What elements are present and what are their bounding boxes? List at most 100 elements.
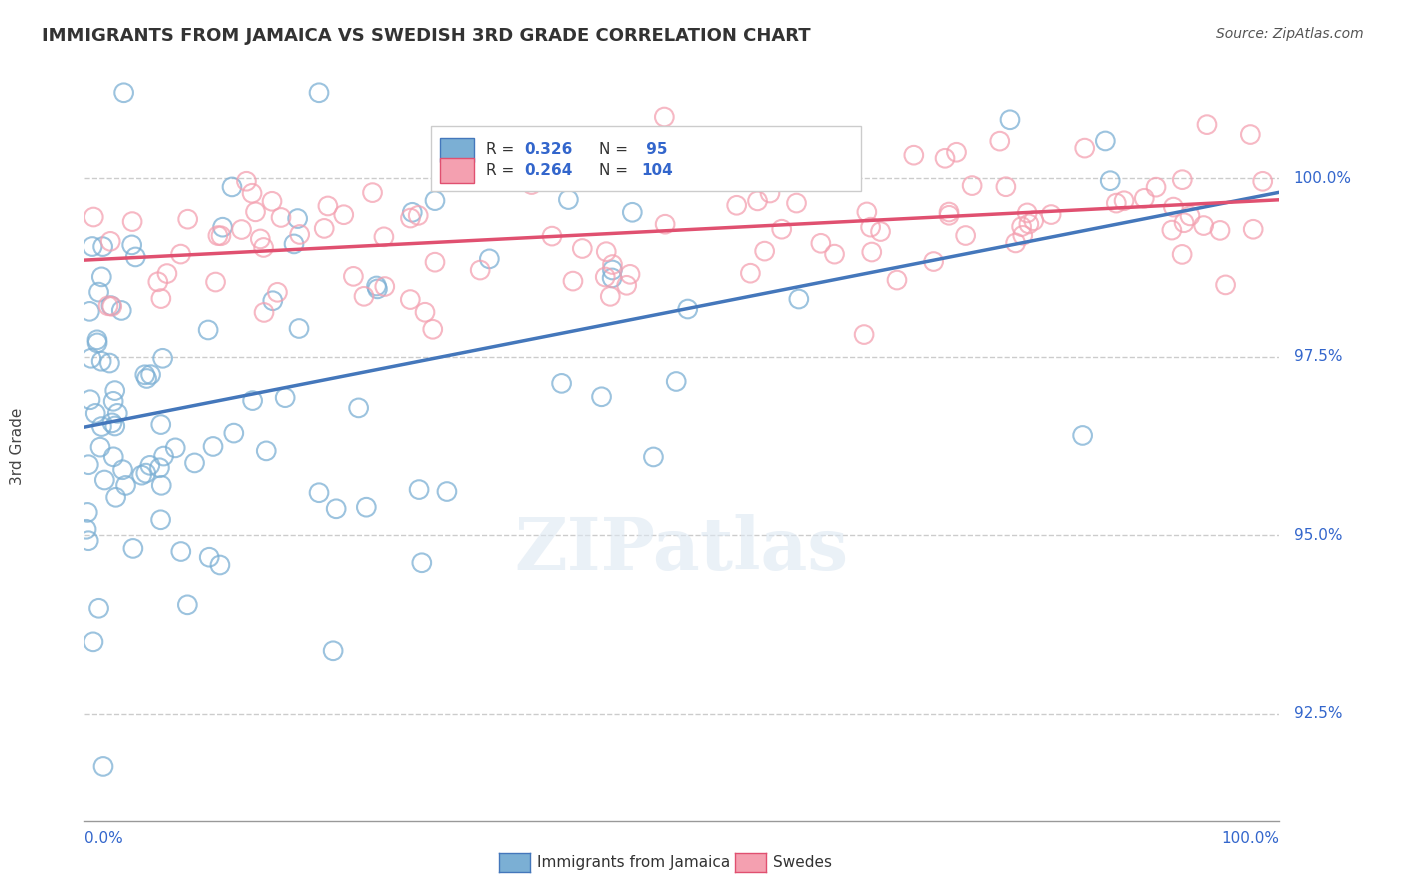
Point [262, 293, 284, 308]
Point [121, 214, 143, 228]
Point [413, 305, 436, 319]
Point [422, 322, 444, 336]
Point [332, 208, 354, 222]
Point [599, 289, 621, 303]
Point [903, 148, 925, 162]
Point [80, 351, 103, 366]
Point [571, 242, 593, 256]
Point [1195, 118, 1218, 132]
Point [373, 229, 395, 244]
Point [169, 247, 191, 261]
Point [1022, 213, 1045, 227]
Point [93, 473, 115, 487]
Point [643, 450, 665, 464]
Text: IMMIGRANTS FROM JAMAICA VS SWEDISH 3RD GRADE CORRELATION CHART: IMMIGRANTS FROM JAMAICA VS SWEDISH 3RD G… [42, 27, 811, 45]
Point [616, 278, 638, 293]
Point [988, 134, 1011, 148]
Text: 100.0%: 100.0% [1294, 171, 1351, 186]
Point [288, 227, 311, 242]
Point [1105, 196, 1128, 211]
Point [150, 478, 173, 492]
Point [242, 393, 264, 408]
Point [221, 180, 243, 194]
Point [1163, 200, 1185, 214]
Point [366, 279, 388, 293]
Point [342, 269, 364, 284]
Point [411, 556, 433, 570]
Point [665, 375, 688, 389]
Point [859, 220, 882, 235]
Point [810, 236, 832, 251]
Point [91, 239, 114, 253]
Text: 95.0%: 95.0% [1294, 528, 1343, 542]
Point [254, 443, 277, 458]
Point [308, 86, 330, 100]
Point [1209, 223, 1232, 237]
Point [1017, 206, 1039, 220]
FancyBboxPatch shape [440, 159, 474, 183]
Point [770, 222, 793, 236]
Text: R =: R = [486, 143, 519, 157]
Point [1071, 428, 1094, 442]
Point [824, 247, 846, 261]
Point [406, 208, 429, 222]
Text: Source: ZipAtlas.com: Source: ZipAtlas.com [1216, 27, 1364, 41]
Point [759, 186, 782, 200]
Point [87, 601, 110, 615]
Point [1171, 247, 1194, 261]
Point [98, 356, 121, 370]
Text: Immigrants from Jamaica: Immigrants from Jamaica [537, 855, 730, 870]
Point [725, 198, 748, 212]
Point [1171, 172, 1194, 186]
Point [934, 151, 956, 165]
Text: 104: 104 [641, 163, 673, 178]
Point [1241, 222, 1264, 236]
Point [76, 505, 98, 519]
Point [945, 145, 967, 160]
Point [436, 484, 458, 499]
Point [886, 273, 908, 287]
Point [353, 289, 375, 303]
Point [619, 268, 641, 282]
Point [960, 178, 983, 193]
Point [149, 292, 172, 306]
Point [591, 390, 613, 404]
Point [90, 354, 112, 368]
Point [204, 275, 226, 289]
Point [374, 279, 396, 293]
Point [593, 270, 616, 285]
Point [274, 391, 297, 405]
Point [994, 179, 1017, 194]
Point [478, 252, 501, 266]
Point [84, 406, 107, 420]
Point [97, 299, 120, 313]
Point [1178, 209, 1201, 223]
Point [550, 376, 572, 391]
Point [148, 460, 170, 475]
Point [87, 285, 110, 300]
Point [77, 458, 100, 472]
Point [366, 282, 388, 296]
Point [208, 558, 231, 572]
Point [139, 458, 162, 473]
Point [252, 240, 274, 254]
Point [1133, 191, 1156, 205]
Point [1011, 228, 1033, 243]
Point [853, 327, 876, 342]
Point [135, 371, 157, 385]
Point [557, 193, 579, 207]
Point [786, 196, 808, 211]
Point [90, 419, 112, 434]
Point [562, 274, 585, 288]
Point [79, 392, 101, 407]
Point [288, 321, 311, 335]
Point [112, 86, 135, 100]
Point [1160, 223, 1182, 237]
Point [401, 205, 423, 219]
Text: 0.326: 0.326 [524, 143, 572, 157]
Point [110, 303, 132, 318]
Text: 0.264: 0.264 [524, 163, 572, 178]
Point [245, 204, 267, 219]
Text: Swedes: Swedes [773, 855, 832, 870]
Point [314, 221, 336, 235]
